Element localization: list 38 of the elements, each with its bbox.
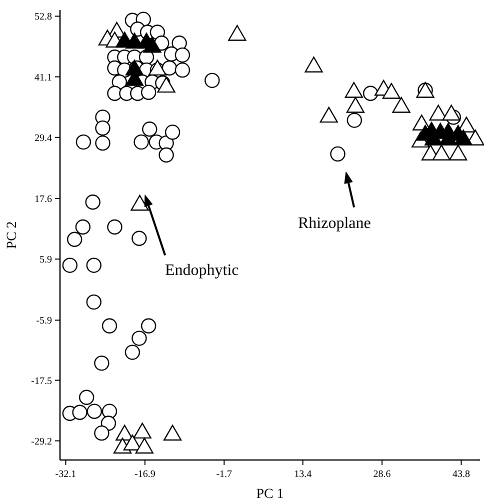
point xyxy=(130,194,149,211)
point xyxy=(392,96,410,113)
y-axis-title: PC 2 xyxy=(5,221,20,249)
point xyxy=(123,434,142,450)
point xyxy=(143,36,162,53)
point xyxy=(442,104,460,121)
x-tick-label: 13.4 xyxy=(294,469,312,480)
point xyxy=(344,82,363,98)
point xyxy=(454,130,472,146)
y-tick-label: -5.9 xyxy=(36,316,52,327)
x-axis-title: PC 1 xyxy=(256,487,284,502)
y-tick-label: 17.6 xyxy=(34,194,52,205)
y-tick-label: 52.8 xyxy=(34,12,52,23)
x-tick-label: 28.6 xyxy=(373,469,391,480)
point xyxy=(432,144,450,160)
x-tick-label: -32.1 xyxy=(55,469,76,480)
annotation: Endophytic xyxy=(165,262,239,279)
y-tick-label: 5.9 xyxy=(40,254,52,266)
x-tick-label: -1.7 xyxy=(216,469,232,480)
point xyxy=(429,104,448,121)
x-tick-label: 43.8 xyxy=(452,469,470,480)
point xyxy=(320,106,338,123)
point xyxy=(304,56,323,72)
point xyxy=(449,144,468,160)
point xyxy=(382,83,400,99)
point xyxy=(148,60,166,76)
x-tick-label: -16.9 xyxy=(134,469,156,480)
y-tick-label: 41.1 xyxy=(34,72,52,84)
y-tick-label: -29.2 xyxy=(31,436,52,448)
point xyxy=(157,76,176,93)
point xyxy=(346,96,365,113)
y-tick-label: 29.4 xyxy=(34,132,52,144)
point xyxy=(133,422,152,439)
point xyxy=(228,25,246,41)
y-tick-label: -17.5 xyxy=(31,376,52,387)
point xyxy=(135,438,154,454)
annotation: Rhizoplane xyxy=(298,215,371,232)
point xyxy=(164,424,182,441)
